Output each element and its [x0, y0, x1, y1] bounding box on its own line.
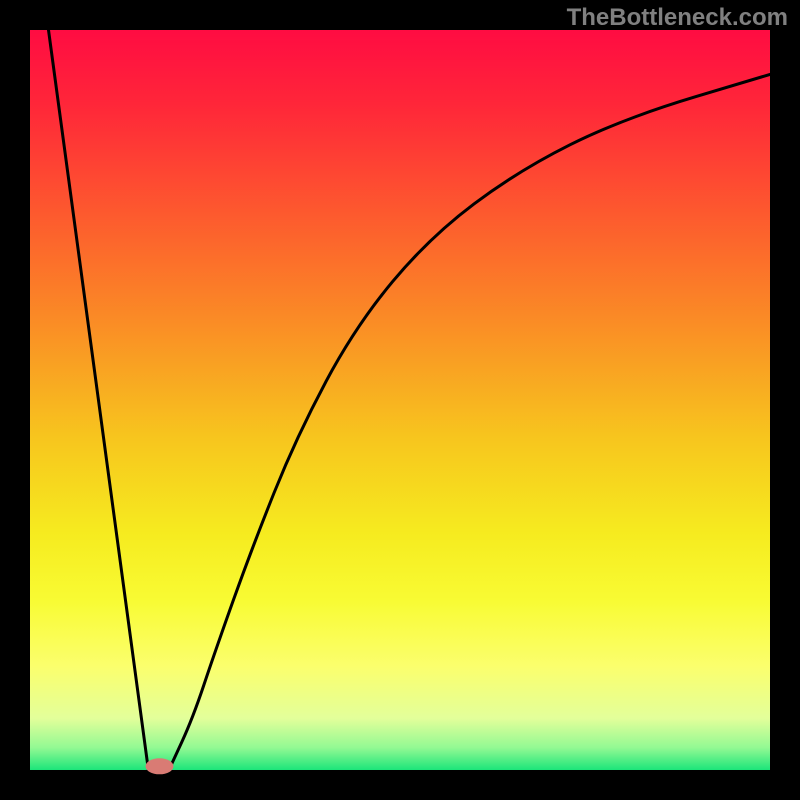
watermark-text: TheBottleneck.com [567, 4, 788, 32]
chart-background [30, 30, 770, 770]
optimal-point-marker [146, 758, 174, 774]
chart-container: TheBottleneck.com [0, 0, 800, 800]
bottleneck-chart [0, 0, 800, 800]
